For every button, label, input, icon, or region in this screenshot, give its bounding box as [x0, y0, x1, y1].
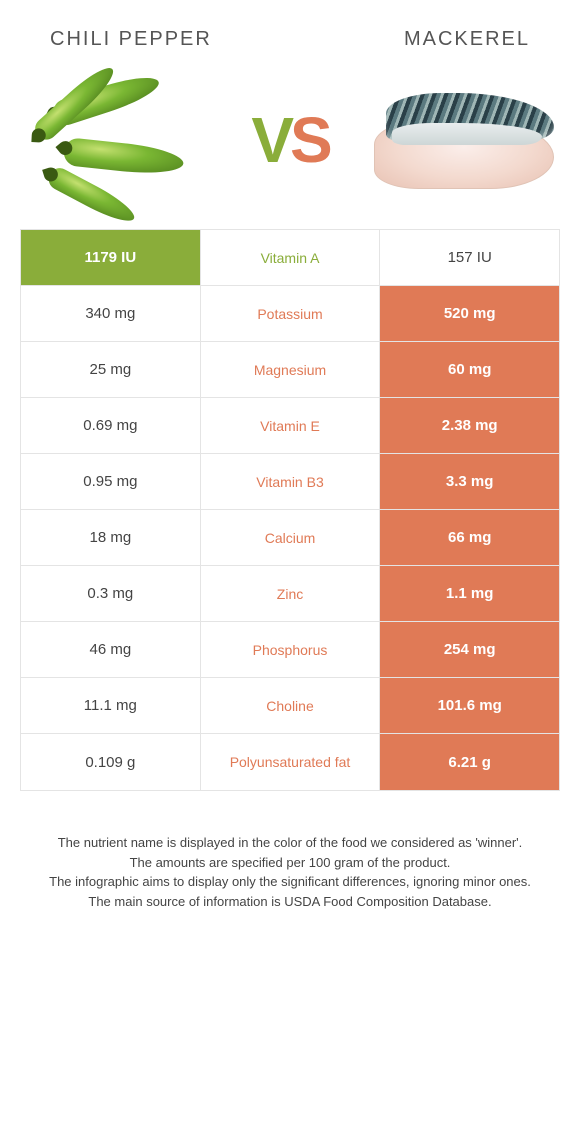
- nutrient-name-cell: Vitamin A: [201, 230, 381, 285]
- right-value-cell: 66 mg: [380, 510, 559, 565]
- nutrition-table: 1179 IUVitamin A157 IU340 mgPotassium520…: [20, 229, 560, 791]
- vs-s: S: [290, 104, 329, 176]
- table-row: 0.3 mgZinc1.1 mg: [21, 566, 559, 622]
- table-row: 340 mgPotassium520 mg: [21, 286, 559, 342]
- nutrient-name-cell: Phosphorus: [201, 622, 381, 677]
- vs-v: V: [251, 104, 290, 176]
- left-value-cell: 18 mg: [21, 510, 201, 565]
- right-value-cell: 60 mg: [380, 342, 559, 397]
- chili-pepper-image: [20, 75, 220, 205]
- nutrient-name-cell: Choline: [201, 678, 381, 733]
- right-value-cell: 157 IU: [380, 230, 559, 285]
- right-value-cell: 1.1 mg: [380, 566, 559, 621]
- table-row: 46 mgPhosphorus254 mg: [21, 622, 559, 678]
- nutrient-name-cell: Vitamin B3: [201, 454, 381, 509]
- left-value-cell: 340 mg: [21, 286, 201, 341]
- nutrient-name-cell: Magnesium: [201, 342, 381, 397]
- vs-label: VS: [251, 108, 328, 172]
- right-value-cell: 101.6 mg: [380, 678, 559, 733]
- hero: VS: [0, 67, 580, 229]
- left-value-cell: 1179 IU: [21, 230, 201, 285]
- nutrient-name-cell: Calcium: [201, 510, 381, 565]
- table-row: 0.109 gPolyunsaturated fat6.21 g: [21, 734, 559, 790]
- left-value-cell: 0.69 mg: [21, 398, 201, 453]
- left-value-cell: 0.109 g: [21, 734, 201, 790]
- table-row: 11.1 mgCholine101.6 mg: [21, 678, 559, 734]
- footer-line: The amounts are specified per 100 gram o…: [30, 853, 550, 873]
- table-row: 1179 IUVitamin A157 IU: [21, 230, 559, 286]
- left-value-cell: 46 mg: [21, 622, 201, 677]
- nutrient-name-cell: Vitamin E: [201, 398, 381, 453]
- left-value-cell: 25 mg: [21, 342, 201, 397]
- right-value-cell: 254 mg: [380, 622, 559, 677]
- footer-notes: The nutrient name is displayed in the co…: [0, 791, 580, 911]
- footer-line: The main source of information is USDA F…: [30, 892, 550, 912]
- table-row: 18 mgCalcium66 mg: [21, 510, 559, 566]
- nutrient-name-cell: Potassium: [201, 286, 381, 341]
- right-value-cell: 6.21 g: [380, 734, 559, 790]
- table-row: 0.95 mgVitamin B33.3 mg: [21, 454, 559, 510]
- table-row: 25 mgMagnesium60 mg: [21, 342, 559, 398]
- nutrient-name-cell: Zinc: [201, 566, 381, 621]
- footer-line: The infographic aims to display only the…: [30, 872, 550, 892]
- right-value-cell: 520 mg: [380, 286, 559, 341]
- right-value-cell: 2.38 mg: [380, 398, 559, 453]
- mackerel-image: [360, 75, 560, 205]
- left-value-cell: 0.95 mg: [21, 454, 201, 509]
- header: CHILI PEPPER MACKEREL: [0, 0, 580, 67]
- right-food-title: MACKEREL: [404, 28, 530, 51]
- left-value-cell: 11.1 mg: [21, 678, 201, 733]
- footer-line: The nutrient name is displayed in the co…: [30, 833, 550, 853]
- left-food-title: CHILI PEPPER: [50, 28, 212, 51]
- table-row: 0.69 mgVitamin E2.38 mg: [21, 398, 559, 454]
- nutrient-name-cell: Polyunsaturated fat: [201, 734, 381, 790]
- right-value-cell: 3.3 mg: [380, 454, 559, 509]
- left-value-cell: 0.3 mg: [21, 566, 201, 621]
